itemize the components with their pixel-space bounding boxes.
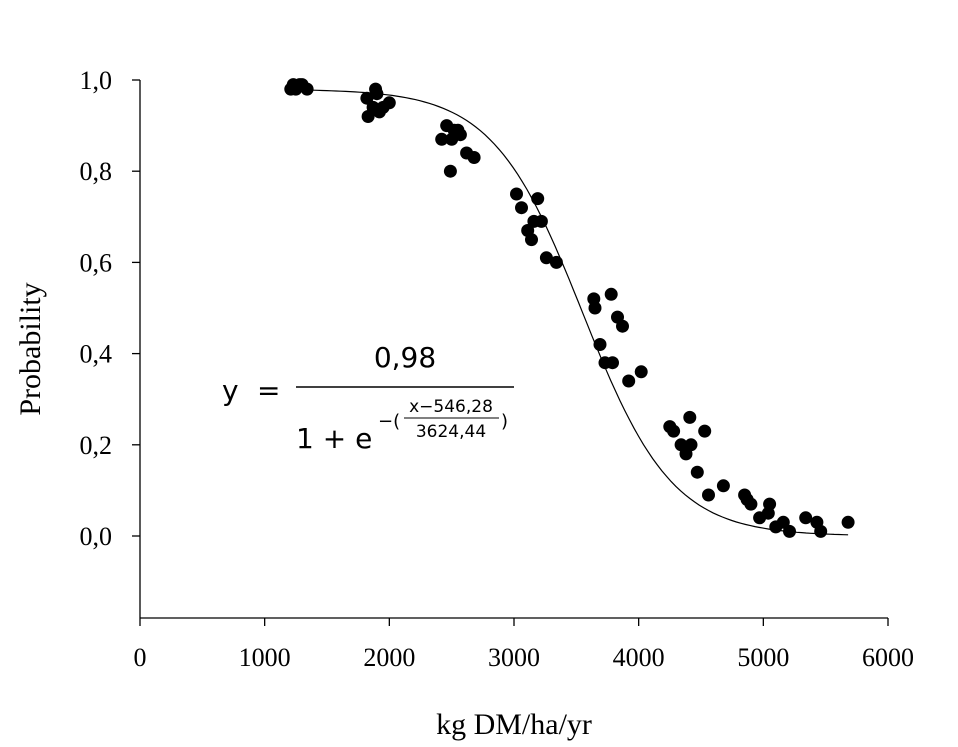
data-point [549,255,563,269]
data-point [814,524,828,538]
data-points [284,78,855,538]
data-point [616,319,629,333]
x-tick-label: 1000 [239,643,291,672]
data-point [783,524,796,538]
equation-exponent-sign: −( [378,411,400,432]
data-point [634,365,648,379]
equation-exponent-numerator: x−546,28 [409,397,493,417]
data-point [683,410,697,424]
equation-exponent-close: ) [501,411,508,432]
y-tick-label: 0,2 [80,431,113,460]
ticks [132,79,889,626]
data-point [744,497,758,511]
data-point [300,82,314,96]
data-point [525,233,538,247]
equation-denominator-base: 1 + e [296,422,372,455]
data-point [763,497,777,511]
y-tick-label: 0,4 [80,340,113,369]
data-point [622,374,636,388]
y-tick-label: 0,8 [80,157,113,186]
data-point [534,214,548,228]
equation-exponent-denominator: 3624,44 [416,422,486,442]
x-tick-label: 4000 [613,643,665,672]
data-point [702,488,715,502]
equation-equals: = [257,374,280,407]
x-axis-title: kg DM/ha/yr [436,708,592,741]
data-point [841,515,855,529]
data-point [604,287,618,301]
fitted-sigmoid-curve [289,89,849,536]
data-point [515,201,528,215]
data-point [698,424,712,438]
data-point [588,301,602,315]
x-tick-label: 2000 [363,643,415,672]
equation-numerator: 0,98 [374,341,436,374]
tick-labels: 0 1000 2000 3000 4000 5000 6000 1,0 0,8 0,6 0,4 0,2… [80,66,915,672]
x-tick-label: 6000 [862,643,914,672]
fit-equation: y = 0,98 1 + e −( x−546,28 3624,44 ) [222,341,514,455]
data-point [453,128,467,142]
axes [139,80,888,619]
data-point [443,164,457,178]
data-point [799,511,813,525]
data-point [716,479,730,493]
data-point [776,515,790,529]
data-point [531,192,545,206]
y-axis-title: Probability [14,282,47,415]
data-point [593,338,607,351]
y-tick-label: 0,6 [80,248,113,277]
x-tick-label: 3000 [488,643,540,672]
data-point [510,187,523,201]
y-tick-label: 1,0 [80,66,113,95]
data-point [690,465,704,479]
data-point [467,151,481,164]
data-point [539,251,553,265]
data-point [360,91,374,105]
data-point [435,132,449,146]
x-tick-label: 0 [134,643,147,672]
x-tick-label: 5000 [737,643,789,672]
data-point [667,424,681,438]
equation-lhs: y [222,374,239,407]
y-tick-label: 0,0 [80,522,113,551]
data-point [606,356,619,370]
data-point [684,438,698,452]
data-point [370,87,384,101]
data-point [382,96,396,110]
